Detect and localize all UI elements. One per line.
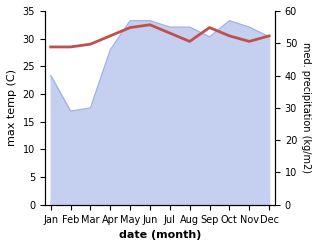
Y-axis label: med. precipitation (kg/m2): med. precipitation (kg/m2) <box>301 42 311 173</box>
Y-axis label: max temp (C): max temp (C) <box>7 69 17 146</box>
X-axis label: date (month): date (month) <box>119 230 201 240</box>
